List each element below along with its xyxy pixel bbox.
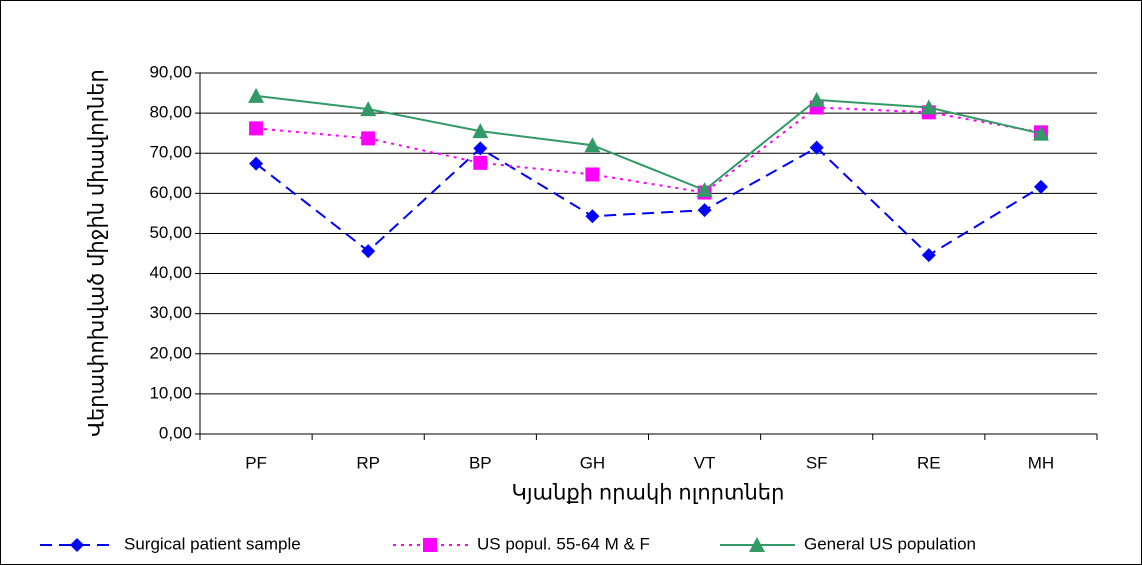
series-line [255, 146, 1042, 257]
x-tick-label: SF [806, 453, 828, 472]
diamond-marker [809, 140, 824, 155]
y-tick-label: 50,00 [149, 223, 192, 242]
x-tick-label: RE [917, 453, 941, 472]
triangle-marker [1032, 125, 1049, 141]
diamond-marker [70, 538, 84, 552]
y-tick-label: 80,00 [149, 103, 192, 122]
triangle-marker [472, 123, 489, 139]
x-tick-label: GH [580, 453, 606, 472]
square-marker [473, 155, 488, 170]
y-tick-label: 90,00 [149, 62, 192, 81]
x-axis-title: Կյանքի որակի ոլորտներ [512, 482, 785, 505]
diamond-marker [473, 141, 488, 156]
diamond-marker [585, 209, 600, 224]
diamond-marker [361, 244, 376, 259]
legend-label: Surgical patient sample [124, 534, 301, 553]
triangle-marker [584, 137, 601, 153]
y-axis-title: Վերափոխված միջին միավորներ [86, 69, 109, 437]
legend-label: General US population [804, 534, 976, 553]
y-tick-label: 20,00 [149, 343, 192, 362]
y-tick-label: 40,00 [149, 263, 192, 282]
triangle-marker [360, 101, 377, 117]
legend-label: US popul. 55-64 M & F [477, 534, 650, 553]
triangle-marker [248, 87, 265, 103]
triangle-marker [808, 91, 825, 107]
triangle-marker [920, 99, 937, 115]
y-tick-label: 70,00 [149, 143, 192, 162]
x-tick-label: MH [1028, 453, 1054, 472]
y-tick-label: 10,00 [149, 383, 192, 402]
y-tick-label: 30,00 [149, 303, 192, 322]
diamond-marker [921, 248, 936, 263]
x-tick-label: VT [694, 453, 716, 472]
x-tick-label: RP [356, 453, 380, 472]
square-marker [585, 167, 600, 182]
y-tick-label: 0,00 [159, 423, 192, 442]
square-marker [249, 121, 264, 136]
diamond-marker [249, 156, 264, 171]
series-line [255, 94, 1042, 192]
diamond-marker [697, 203, 712, 218]
x-tick-label: BP [469, 453, 492, 472]
square-marker [361, 131, 376, 146]
square-marker [423, 538, 437, 552]
triangle-marker [696, 182, 713, 198]
diamond-marker [1033, 179, 1048, 194]
y-tick-label: 60,00 [149, 183, 192, 202]
x-tick-label: PF [245, 453, 267, 472]
triangle-marker [749, 537, 765, 552]
